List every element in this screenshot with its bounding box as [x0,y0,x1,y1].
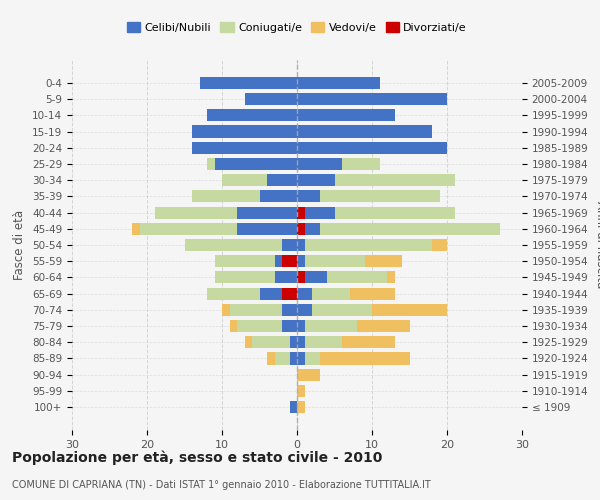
Bar [305,272,327,283]
Bar [237,222,297,235]
Y-axis label: Anni di nascita: Anni di nascita [594,202,600,288]
Bar [297,255,305,268]
Bar [297,336,305,348]
Text: COMUNE DI CAPRIANA (TN) - Dati ISTAT 1° gennaio 2010 - Elaborazione TUTTITALIA.I: COMUNE DI CAPRIANA (TN) - Dati ISTAT 1° … [12,480,431,490]
Bar [290,336,297,348]
Bar [342,158,380,170]
Bar [297,126,432,138]
Bar [320,190,439,202]
Bar [297,352,305,364]
Bar [297,239,305,251]
Bar [260,288,282,300]
Bar [305,222,320,235]
Bar [365,255,402,268]
Bar [320,352,409,364]
Bar [275,352,290,364]
Bar [297,174,335,186]
Bar [282,288,297,300]
Y-axis label: Fasce di età: Fasce di età [13,210,26,280]
Bar [305,352,320,364]
Legend: Celibi/Nubili, Coniugati/e, Vedovi/e, Divorziati/e: Celibi/Nubili, Coniugati/e, Vedovi/e, Di… [122,18,472,37]
Bar [320,222,499,235]
Bar [297,401,305,413]
Bar [282,239,297,251]
Bar [305,239,432,251]
Bar [290,401,297,413]
Bar [139,222,237,235]
Bar [267,174,297,186]
Bar [290,352,297,364]
Bar [192,190,260,202]
Bar [215,272,275,283]
Bar [297,190,320,202]
Bar [297,93,447,105]
Bar [132,222,139,235]
Bar [372,304,447,316]
Bar [305,255,365,268]
Bar [282,255,297,268]
Bar [312,304,372,316]
Bar [282,320,297,332]
Bar [305,206,335,218]
Bar [349,288,395,300]
Bar [297,206,305,218]
Bar [237,206,297,218]
Bar [275,255,282,268]
Bar [245,93,297,105]
Bar [245,336,252,348]
Bar [432,239,447,251]
Bar [357,320,409,332]
Bar [335,174,455,186]
Bar [312,288,349,300]
Bar [297,288,312,300]
Bar [207,109,297,122]
Bar [215,158,297,170]
Bar [297,385,305,397]
Bar [297,109,395,122]
Bar [282,304,297,316]
Bar [222,304,229,316]
Bar [192,126,297,138]
Bar [229,304,282,316]
Bar [275,272,297,283]
Bar [215,255,275,268]
Bar [297,77,380,89]
Bar [252,336,290,348]
Bar [335,206,455,218]
Bar [327,272,387,283]
Bar [229,320,237,332]
Bar [199,77,297,89]
Bar [297,368,320,381]
Bar [297,272,305,283]
Bar [297,222,305,235]
Bar [297,158,342,170]
Bar [267,352,275,364]
Bar [297,304,312,316]
Bar [222,174,267,186]
Bar [305,320,357,332]
Bar [387,272,395,283]
Bar [192,142,297,154]
Bar [342,336,395,348]
Text: Popolazione per età, sesso e stato civile - 2010: Popolazione per età, sesso e stato civil… [12,450,382,465]
Bar [237,320,282,332]
Bar [207,158,215,170]
Bar [207,288,260,300]
Bar [297,320,305,332]
Bar [185,239,282,251]
Bar [297,142,447,154]
Bar [305,336,342,348]
Bar [260,190,297,202]
Bar [155,206,237,218]
